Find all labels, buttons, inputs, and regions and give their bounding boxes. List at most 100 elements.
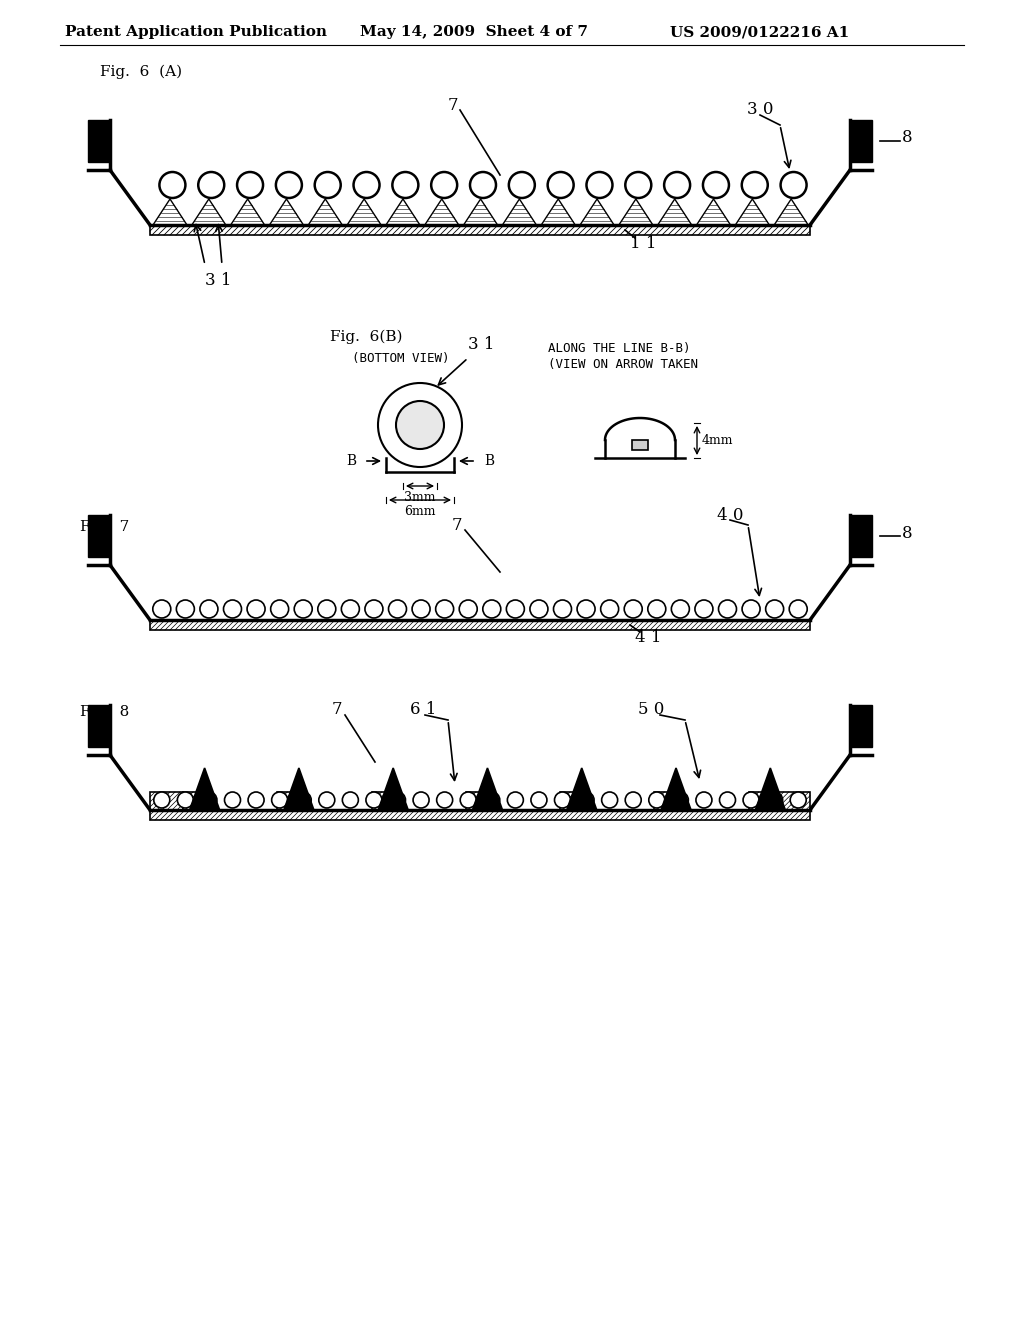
Circle shape [247,601,265,618]
Bar [850,515,872,557]
Text: 6mm: 6mm [404,506,436,517]
Circle shape [271,792,288,808]
Text: 7: 7 [449,96,459,114]
Circle shape [780,172,807,198]
Circle shape [342,792,358,808]
Circle shape [200,601,218,618]
Circle shape [318,792,335,808]
Ellipse shape [396,401,444,449]
Circle shape [160,172,185,198]
Bar [632,440,648,450]
Circle shape [578,601,595,618]
Bar [850,120,872,162]
Circle shape [673,792,688,808]
Text: US 2009/0122216 A1: US 2009/0122216 A1 [670,25,849,40]
Bar [88,515,110,557]
Circle shape [366,792,382,808]
Circle shape [625,601,642,618]
Text: ALONG THE LINE B-B): ALONG THE LINE B-B) [548,342,690,355]
Circle shape [602,792,617,808]
Bar [88,120,110,162]
Text: B: B [346,454,356,469]
Text: 4mm: 4mm [702,434,733,447]
Circle shape [317,601,336,618]
Circle shape [506,601,524,618]
Circle shape [672,601,689,618]
Polygon shape [347,199,381,224]
Polygon shape [735,199,769,224]
Circle shape [695,601,713,618]
Circle shape [720,792,735,808]
Circle shape [248,792,264,808]
Bar [150,620,810,630]
Circle shape [459,601,477,618]
Circle shape [199,172,224,198]
Circle shape [790,601,807,618]
Circle shape [436,792,453,808]
Polygon shape [662,768,691,810]
Text: Fig.  8: Fig. 8 [80,705,129,719]
Circle shape [341,601,359,618]
Bar [372,792,399,810]
Text: 3 1: 3 1 [468,337,495,352]
Text: (BOTTOM VIEW): (BOTTOM VIEW) [352,352,450,366]
Circle shape [153,601,171,618]
Circle shape [412,601,430,618]
Circle shape [555,792,570,808]
Circle shape [530,601,548,618]
Circle shape [766,601,783,618]
Circle shape [742,601,760,618]
Circle shape [743,792,759,808]
Polygon shape [386,199,420,224]
Circle shape [389,792,406,808]
Circle shape [238,172,263,198]
Polygon shape [774,199,808,224]
Circle shape [626,792,641,808]
Circle shape [201,792,217,808]
Circle shape [314,172,341,198]
Polygon shape [566,768,597,810]
Circle shape [224,792,241,808]
Circle shape [696,792,712,808]
Circle shape [270,601,289,618]
Text: 3mm: 3mm [404,491,436,504]
Circle shape [741,172,768,198]
Circle shape [509,172,535,198]
Text: May 14, 2009  Sheet 4 of 7: May 14, 2009 Sheet 4 of 7 [360,25,588,40]
Text: 4 1: 4 1 [635,630,662,647]
Text: 7: 7 [332,701,343,718]
Circle shape [223,601,242,618]
Circle shape [177,792,194,808]
Ellipse shape [378,383,462,467]
Circle shape [767,792,782,808]
Bar [150,810,810,820]
Text: Fig.  7: Fig. 7 [80,520,129,535]
Circle shape [460,792,476,808]
Bar [150,224,810,235]
Circle shape [702,172,729,198]
Circle shape [294,601,312,618]
Circle shape [579,792,594,808]
Text: 6 1: 6 1 [410,701,436,718]
Polygon shape [580,199,614,224]
Circle shape [791,792,806,808]
Circle shape [483,792,500,808]
Bar [183,792,211,810]
Text: 3 1: 3 1 [205,272,231,289]
Circle shape [154,792,170,808]
Circle shape [587,172,612,198]
Polygon shape [542,199,575,224]
Polygon shape [189,768,219,810]
Polygon shape [191,199,226,224]
Circle shape [548,172,573,198]
Circle shape [530,792,547,808]
Polygon shape [657,199,691,224]
Circle shape [648,601,666,618]
Polygon shape [308,199,342,224]
Text: 8: 8 [902,129,912,147]
Polygon shape [503,199,537,224]
Bar [654,792,683,810]
Text: 1 1: 1 1 [630,235,656,252]
Text: Fig.  6  (A): Fig. 6 (A) [100,65,182,79]
Circle shape [295,792,311,808]
